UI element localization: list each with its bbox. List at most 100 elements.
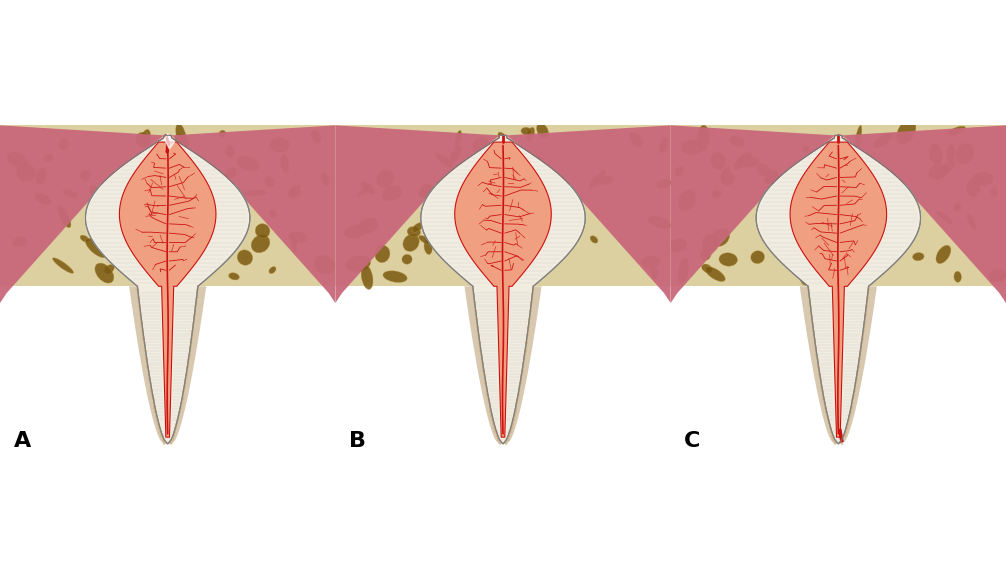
Ellipse shape — [228, 272, 239, 280]
Ellipse shape — [176, 124, 187, 149]
Ellipse shape — [651, 267, 658, 279]
Polygon shape — [790, 142, 886, 437]
Ellipse shape — [600, 176, 613, 185]
Ellipse shape — [270, 138, 290, 152]
Ellipse shape — [206, 201, 215, 208]
Ellipse shape — [7, 152, 28, 168]
Polygon shape — [757, 135, 920, 444]
Ellipse shape — [669, 239, 687, 253]
Ellipse shape — [237, 250, 253, 265]
Ellipse shape — [59, 139, 68, 150]
Polygon shape — [335, 125, 500, 303]
Polygon shape — [421, 135, 585, 444]
Ellipse shape — [566, 221, 581, 226]
Ellipse shape — [989, 269, 1006, 282]
Ellipse shape — [361, 265, 373, 289]
Ellipse shape — [497, 139, 512, 149]
Ellipse shape — [733, 152, 751, 171]
Ellipse shape — [957, 143, 974, 164]
Ellipse shape — [721, 172, 735, 185]
Polygon shape — [86, 135, 249, 444]
Ellipse shape — [912, 253, 925, 261]
Ellipse shape — [344, 224, 367, 239]
Ellipse shape — [630, 132, 643, 148]
Ellipse shape — [113, 195, 125, 210]
Bar — [671, 125, 1006, 287]
Ellipse shape — [719, 253, 737, 266]
Ellipse shape — [203, 181, 218, 202]
Ellipse shape — [455, 130, 462, 148]
Ellipse shape — [289, 231, 307, 243]
Ellipse shape — [12, 237, 27, 247]
Ellipse shape — [90, 185, 100, 198]
Ellipse shape — [131, 220, 140, 229]
Ellipse shape — [181, 260, 197, 276]
Ellipse shape — [855, 125, 862, 152]
Ellipse shape — [737, 155, 759, 168]
Ellipse shape — [542, 190, 555, 207]
Ellipse shape — [57, 205, 71, 228]
Ellipse shape — [800, 268, 816, 285]
Ellipse shape — [803, 146, 810, 153]
Ellipse shape — [520, 231, 543, 249]
Ellipse shape — [857, 174, 870, 185]
Ellipse shape — [948, 126, 966, 135]
Ellipse shape — [407, 227, 421, 237]
Polygon shape — [506, 125, 671, 303]
Polygon shape — [120, 142, 216, 437]
Ellipse shape — [591, 236, 598, 243]
Ellipse shape — [521, 127, 532, 135]
Ellipse shape — [479, 200, 503, 220]
Ellipse shape — [424, 240, 433, 254]
Ellipse shape — [678, 190, 696, 211]
Ellipse shape — [412, 223, 424, 232]
Polygon shape — [842, 125, 1006, 303]
Ellipse shape — [947, 145, 956, 161]
Ellipse shape — [358, 218, 378, 234]
Ellipse shape — [470, 273, 491, 286]
Ellipse shape — [198, 210, 217, 236]
Ellipse shape — [270, 210, 277, 217]
Ellipse shape — [346, 255, 370, 272]
Ellipse shape — [712, 228, 729, 246]
Ellipse shape — [383, 271, 407, 282]
Ellipse shape — [530, 255, 542, 267]
Ellipse shape — [826, 152, 844, 175]
Ellipse shape — [797, 172, 806, 186]
Ellipse shape — [464, 160, 482, 176]
Ellipse shape — [381, 186, 402, 201]
Ellipse shape — [289, 185, 301, 194]
Ellipse shape — [237, 156, 260, 171]
Ellipse shape — [712, 190, 721, 198]
Ellipse shape — [863, 256, 877, 264]
Ellipse shape — [490, 200, 501, 212]
Polygon shape — [465, 287, 541, 444]
Bar — [335, 125, 671, 287]
Ellipse shape — [648, 216, 671, 229]
Ellipse shape — [701, 264, 712, 273]
Ellipse shape — [175, 134, 189, 148]
Ellipse shape — [750, 251, 765, 264]
Polygon shape — [757, 135, 920, 444]
Ellipse shape — [35, 193, 51, 205]
Ellipse shape — [123, 260, 147, 274]
Ellipse shape — [114, 220, 127, 233]
Ellipse shape — [418, 236, 432, 244]
Ellipse shape — [420, 185, 436, 198]
Ellipse shape — [896, 120, 915, 144]
Text: C: C — [684, 431, 700, 451]
Ellipse shape — [153, 169, 169, 176]
Ellipse shape — [35, 168, 46, 185]
Ellipse shape — [311, 131, 322, 143]
Ellipse shape — [527, 127, 534, 141]
Ellipse shape — [269, 267, 276, 274]
Ellipse shape — [657, 179, 671, 189]
Ellipse shape — [799, 176, 811, 187]
Ellipse shape — [376, 170, 394, 188]
Ellipse shape — [873, 241, 893, 260]
Ellipse shape — [418, 188, 444, 198]
Ellipse shape — [95, 263, 114, 283]
Ellipse shape — [80, 235, 90, 242]
Ellipse shape — [930, 144, 943, 165]
Ellipse shape — [954, 204, 961, 212]
